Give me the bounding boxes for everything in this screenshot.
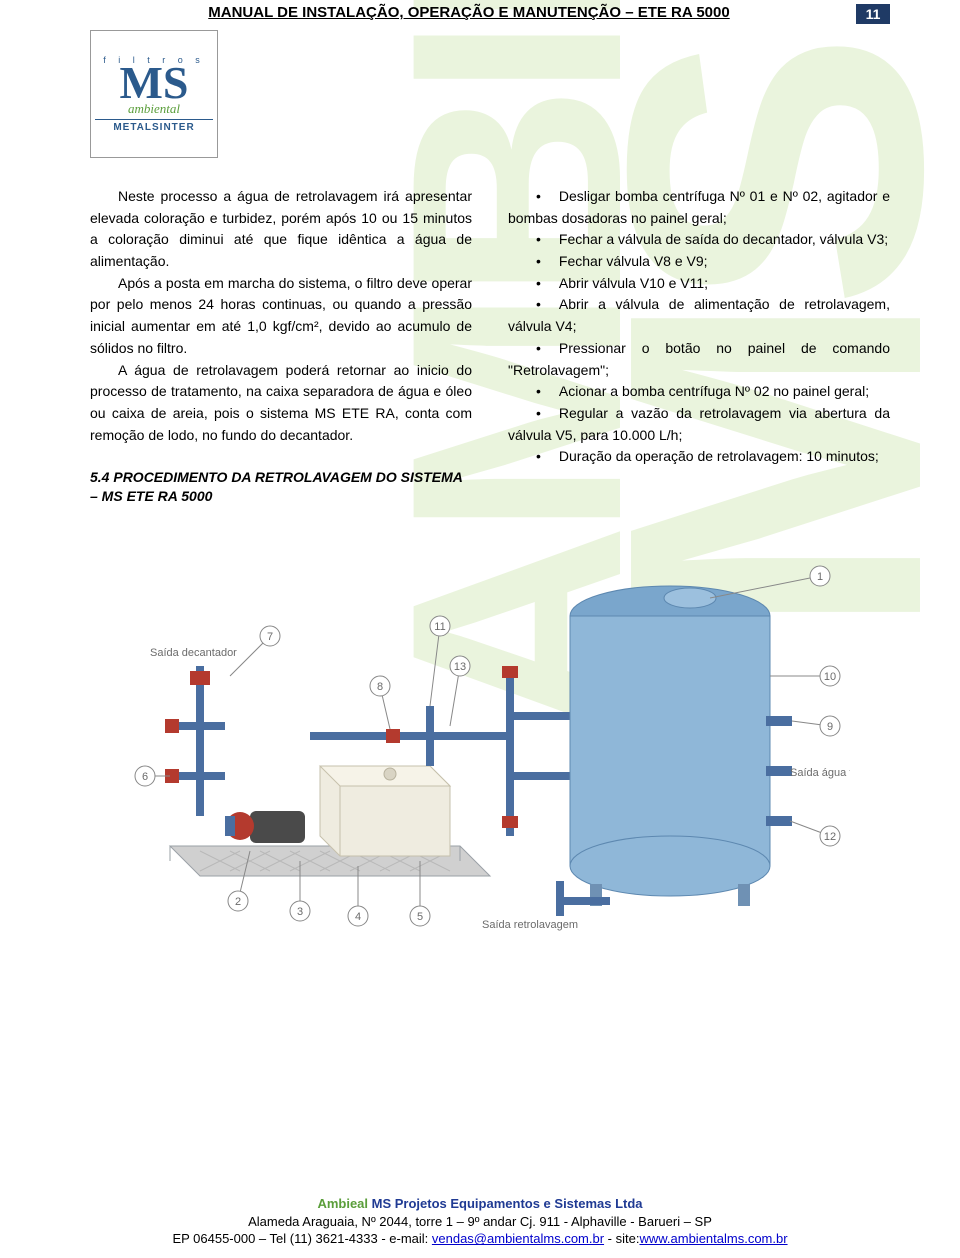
diagram: Saída decantador Saída água tratada Saíd… bbox=[90, 516, 890, 936]
svg-text:4: 4 bbox=[355, 911, 361, 923]
page-number: 11 bbox=[856, 4, 890, 24]
left-piping bbox=[175, 666, 225, 816]
section-heading: 5.4 PROCEDIMENTO DA RETROLAVAGEM DO SIST… bbox=[90, 468, 472, 506]
footer-l3-mid: - site: bbox=[604, 1231, 639, 1246]
logo-ambiental-text: ambiental bbox=[128, 101, 180, 117]
bullet-item: Desligar bomba centrífuga Nº 01 e Nº 02,… bbox=[508, 186, 890, 229]
footer-email-link[interactable]: vendas@ambientalms.com.br bbox=[432, 1231, 604, 1246]
bullet-item: Regular a vazão da retrolavagem via aber… bbox=[508, 403, 890, 446]
bullet-item: Duração da operação de retrolavagem: 10 … bbox=[508, 446, 890, 468]
logo: f i l t r o s MS ambiental METALSINTER bbox=[90, 30, 218, 158]
left-column: Neste processo a água de retrolavagem ir… bbox=[90, 186, 472, 506]
label-saida-decantador: Saída decantador bbox=[150, 647, 237, 659]
footer-line-2: Alameda Araguaia, Nº 2044, torre 1 – 9º … bbox=[0, 1213, 960, 1231]
svg-text:6: 6 bbox=[142, 771, 148, 783]
bullet-item: Abrir válvula V10 e V11; bbox=[508, 273, 890, 295]
chemicals-box bbox=[320, 766, 450, 856]
svg-text:13: 13 bbox=[454, 661, 466, 673]
svg-text:12: 12 bbox=[824, 831, 836, 843]
label-saida-retrolavagem: Saída retrolavagem bbox=[482, 919, 578, 931]
logo-ms-text: MS bbox=[120, 65, 189, 102]
header: MANUAL DE INSTALAÇÃO, OPERAÇÃO E MANUTEN… bbox=[90, 4, 890, 24]
svg-text:3: 3 bbox=[297, 906, 303, 918]
bullet-item: Abrir a válvula de alimentação de retrol… bbox=[508, 294, 890, 337]
footer: Ambieal MS Projetos Equipamentos e Siste… bbox=[0, 1195, 960, 1248]
svg-text:1: 1 bbox=[817, 571, 823, 583]
svg-text:9: 9 bbox=[827, 721, 833, 733]
header-title: MANUAL DE INSTALAÇÃO, OPERAÇÃO E MANUTEN… bbox=[90, 4, 848, 21]
paragraph-1: Neste processo a água de retrolavagem ir… bbox=[90, 186, 472, 273]
svg-text:5: 5 bbox=[417, 911, 423, 923]
logo-bottom-text: METALSINTER bbox=[95, 119, 213, 133]
right-column: Desligar bomba centrífuga Nº 01 e Nº 02,… bbox=[508, 186, 890, 506]
svg-text:11: 11 bbox=[434, 621, 445, 633]
footer-l3-pre: EP 06455-000 – Tel (11) 3621-4333 - e-ma… bbox=[172, 1231, 431, 1246]
svg-text:10: 10 bbox=[824, 671, 836, 683]
equipment-diagram: Saída decantador Saída água tratada Saíd… bbox=[130, 516, 850, 936]
bullet-item: Acionar a bomba centrífuga Nº 02 no pain… bbox=[508, 381, 890, 403]
paragraph-2: Após a posta em marcha do sistema, o fil… bbox=[90, 273, 472, 360]
svg-text:7: 7 bbox=[267, 631, 273, 643]
body-columns: Neste processo a água de retrolavagem ir… bbox=[90, 186, 890, 506]
footer-company-blue: MS Projetos Equipamentos e Sistemas Ltda bbox=[368, 1196, 643, 1211]
footer-company-green: Ambieal bbox=[317, 1196, 368, 1211]
bullet-item: Fechar válvula V8 e V9; bbox=[508, 251, 890, 273]
footer-site-link[interactable]: www.ambientalms.com.br bbox=[639, 1231, 787, 1246]
bullet-item: Pressionar o botão no painel de comando … bbox=[508, 338, 890, 381]
svg-text:2: 2 bbox=[235, 896, 241, 908]
footer-line-1: Ambieal MS Projetos Equipamentos e Siste… bbox=[0, 1195, 960, 1213]
bullet-item: Fechar a válvula de saída do decantador,… bbox=[508, 229, 890, 251]
svg-text:8: 8 bbox=[377, 681, 383, 693]
footer-line-3: EP 06455-000 – Tel (11) 3621-4333 - e-ma… bbox=[0, 1230, 960, 1248]
bullet-list: Desligar bomba centrífuga Nº 01 e Nº 02,… bbox=[508, 186, 890, 468]
paragraph-3: A água de retrolavagem poderá retornar a… bbox=[90, 360, 472, 447]
label-saida-agua-tratada: Saída água tratada bbox=[790, 767, 850, 779]
filter-tank bbox=[570, 586, 792, 906]
pump bbox=[225, 811, 305, 843]
